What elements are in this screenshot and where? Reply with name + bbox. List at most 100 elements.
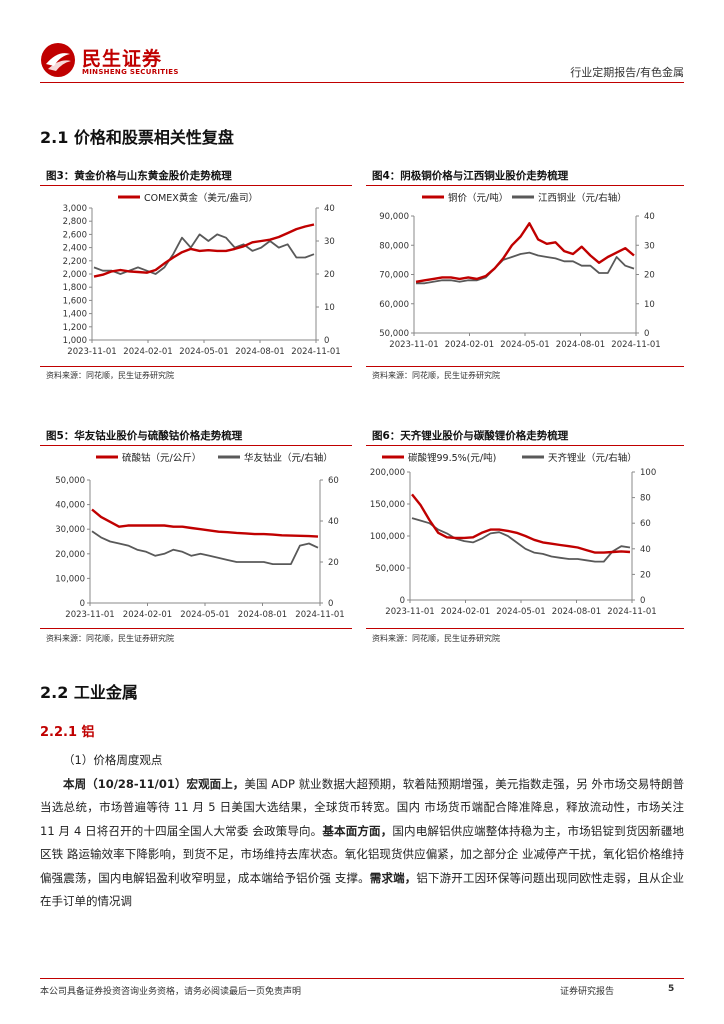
x-tick-label: 2024-02-01 — [441, 607, 490, 617]
right-tick-label: 40 — [644, 212, 655, 222]
figure-4-source: 资料来源：同花顺，民生证券研究院 — [372, 371, 500, 380]
right-tick-label: 30 — [644, 241, 655, 251]
paragraph-bold-3: 需求端， — [369, 870, 417, 885]
right-tick-label: 60 — [328, 476, 339, 486]
series-line — [91, 508, 319, 538]
minsheng-logo-icon — [41, 43, 75, 77]
paragraph-part-3: 铝下游开工因环保等问题出现同欧性走弱，且从企业在手订单的情况调 — [40, 870, 685, 909]
brand-name-en: MINSHENG SECURITIES — [82, 68, 179, 76]
paragraph-lead: 本周（10/28-11/01）宏观面上， — [63, 776, 245, 791]
left-tick-label: 40,000 — [55, 501, 85, 511]
right-tick-label: 10 — [644, 300, 655, 310]
left-tick-label: 3,000 — [63, 204, 87, 214]
left-tick-label: 1,600 — [63, 296, 87, 306]
left-tick-label: 30,000 — [55, 525, 85, 535]
chart-gold-vs-shandong-gold: 1,000 1,200 1,400 1,600 1,800 2,000 2,200 2,400… — [63, 192, 341, 357]
body-text: （1）价格周度观点 本周（10/28-11/01）宏观面上，美国 ADP 就业数… — [40, 749, 684, 914]
paragraph-part-1: 美国 ADP 就业数据大超预期，软着陆预期增强，美元指数走强，另 外市场交易特朗… — [40, 776, 685, 838]
x-tick-label: 2024-05-01 — [180, 610, 229, 620]
header-divider — [40, 82, 684, 83]
right-tick-label: 30 — [324, 237, 335, 247]
series-line — [416, 251, 635, 285]
section-title-2-2: 2.2 工业金属 — [40, 683, 138, 702]
left-tick-label: 10,000 — [55, 574, 85, 584]
series-line — [93, 223, 315, 278]
left-tick-label: 100,000 — [370, 532, 405, 542]
figure-4-title: 图4：阴极铜价格与江西铜业股价走势梳理 — [372, 170, 569, 182]
legend-label: 硫酸钴（元/公斤） — [122, 452, 201, 464]
figure-5-bottom-rule — [40, 628, 352, 629]
legend-label: COMEX黄金（美元/盎司） — [144, 192, 258, 204]
x-tick-label: 2023-11-01 — [67, 347, 116, 357]
right-tick-label: 0 — [328, 599, 333, 609]
left-tick-label: 1,000 — [63, 336, 87, 346]
series-line — [93, 233, 315, 275]
legend-label: 天齐锂业（元/右轴） — [548, 452, 637, 464]
figure-5-title: 图5：华友钴业股价与硫酸钴价格走势梳理 — [46, 430, 243, 442]
x-tick-label: 2024-08-01 — [238, 610, 287, 620]
left-tick-label: 0 — [80, 599, 85, 609]
figure-5-rule — [40, 445, 352, 446]
x-tick-label: 2023-11-01 — [389, 340, 438, 350]
right-tick-label: 20 — [328, 558, 339, 568]
series-line — [411, 517, 631, 563]
left-tick-label: 50,000 — [375, 564, 405, 574]
left-tick-label: 150,000 — [370, 500, 405, 510]
x-tick-label: 2024-08-01 — [235, 347, 284, 357]
x-tick-label: 2024-08-01 — [556, 340, 605, 350]
x-tick-label: 2024-08-01 — [552, 607, 601, 617]
brand-name: 民生证券 — [82, 48, 163, 70]
figure-6-source: 资料来源：同花顺，民生证券研究院 — [372, 634, 500, 643]
footer-disclaimer: 本公司具备证券投资咨询业务资格，请务必阅读最后一页免责声明 — [40, 987, 302, 997]
right-tick-label: 100 — [640, 468, 656, 478]
x-tick-label: 2024-11-01 — [607, 607, 656, 617]
series-line — [411, 493, 631, 554]
right-tick-label: 0 — [644, 329, 649, 339]
right-tick-label: 40 — [324, 204, 335, 214]
figure-3-bottom-rule — [40, 366, 352, 367]
figure-6-rule — [366, 445, 684, 446]
figure-3-source: 资料来源：同花顺，民生证券研究院 — [46, 371, 174, 380]
right-tick-label: 0 — [640, 596, 645, 606]
paragraph-bold-2: 基本面方面， — [322, 823, 393, 838]
footer-divider — [40, 978, 684, 979]
footer-label: 证券研究报告 — [560, 987, 615, 997]
x-tick-label: 2024-05-01 — [496, 607, 545, 617]
right-tick-label: 60 — [640, 519, 651, 529]
right-tick-label: 80 — [640, 494, 651, 504]
chart-cobalt-vs-huayou: 0 10,000 20,000 30,000 40,000 50,000 0 20 40 60 20… — [55, 452, 344, 620]
x-tick-label: 2024-02-01 — [445, 340, 494, 350]
right-tick-label: 20 — [640, 570, 651, 580]
left-tick-label: 2,200 — [63, 257, 87, 267]
legend-label: 江西铜业（元/右轴） — [538, 192, 627, 204]
legend-label: 铜价（元/吨） — [448, 192, 508, 204]
section-title-2-1: 2.1 价格和股票相关性复盘 — [40, 128, 234, 147]
left-tick-label: 0 — [400, 596, 405, 606]
left-tick-label: 50,000 — [379, 329, 409, 339]
x-tick-label: 2023-11-01 — [65, 610, 114, 620]
left-tick-label: 1,800 — [63, 283, 87, 293]
legend-label: 碳酸锂99.5%(元/吨) — [408, 452, 496, 464]
right-tick-label: 20 — [644, 271, 655, 281]
left-tick-label: 70,000 — [379, 271, 409, 281]
x-tick-label: 2024-02-01 — [123, 610, 172, 620]
x-tick-label: 2023-11-01 — [385, 607, 434, 617]
left-tick-label: 2,600 — [63, 230, 87, 240]
figure-3-rule — [40, 185, 352, 186]
left-tick-label: 2,000 — [63, 270, 87, 280]
left-tick-label: 80,000 — [379, 241, 409, 251]
figure-3-title: 图3：黄金价格与山东黄金股价走势梳理 — [46, 170, 232, 182]
x-tick-label: 2024-11-01 — [295, 610, 344, 620]
figure-5-source: 资料来源：同花顺，民生证券研究院 — [46, 634, 174, 643]
chart-copper-vs-jiangxi-copper: 50,000 60,000 70,000 80,000 90,000 0 10 20 30 40 2… — [379, 192, 660, 350]
left-tick-label: 50,000 — [55, 476, 85, 486]
subheading: （1）价格周度观点 — [63, 753, 163, 767]
page-number: 5 — [668, 984, 675, 994]
figure-6-bottom-rule — [366, 628, 684, 629]
left-tick-label: 2,800 — [63, 217, 87, 227]
right-tick-label: 40 — [640, 545, 651, 555]
x-tick-label: 2024-05-01 — [179, 347, 228, 357]
left-tick-label: 2,400 — [63, 244, 87, 254]
figure-4-rule — [366, 185, 684, 186]
x-tick-label: 2024-11-01 — [611, 340, 660, 350]
